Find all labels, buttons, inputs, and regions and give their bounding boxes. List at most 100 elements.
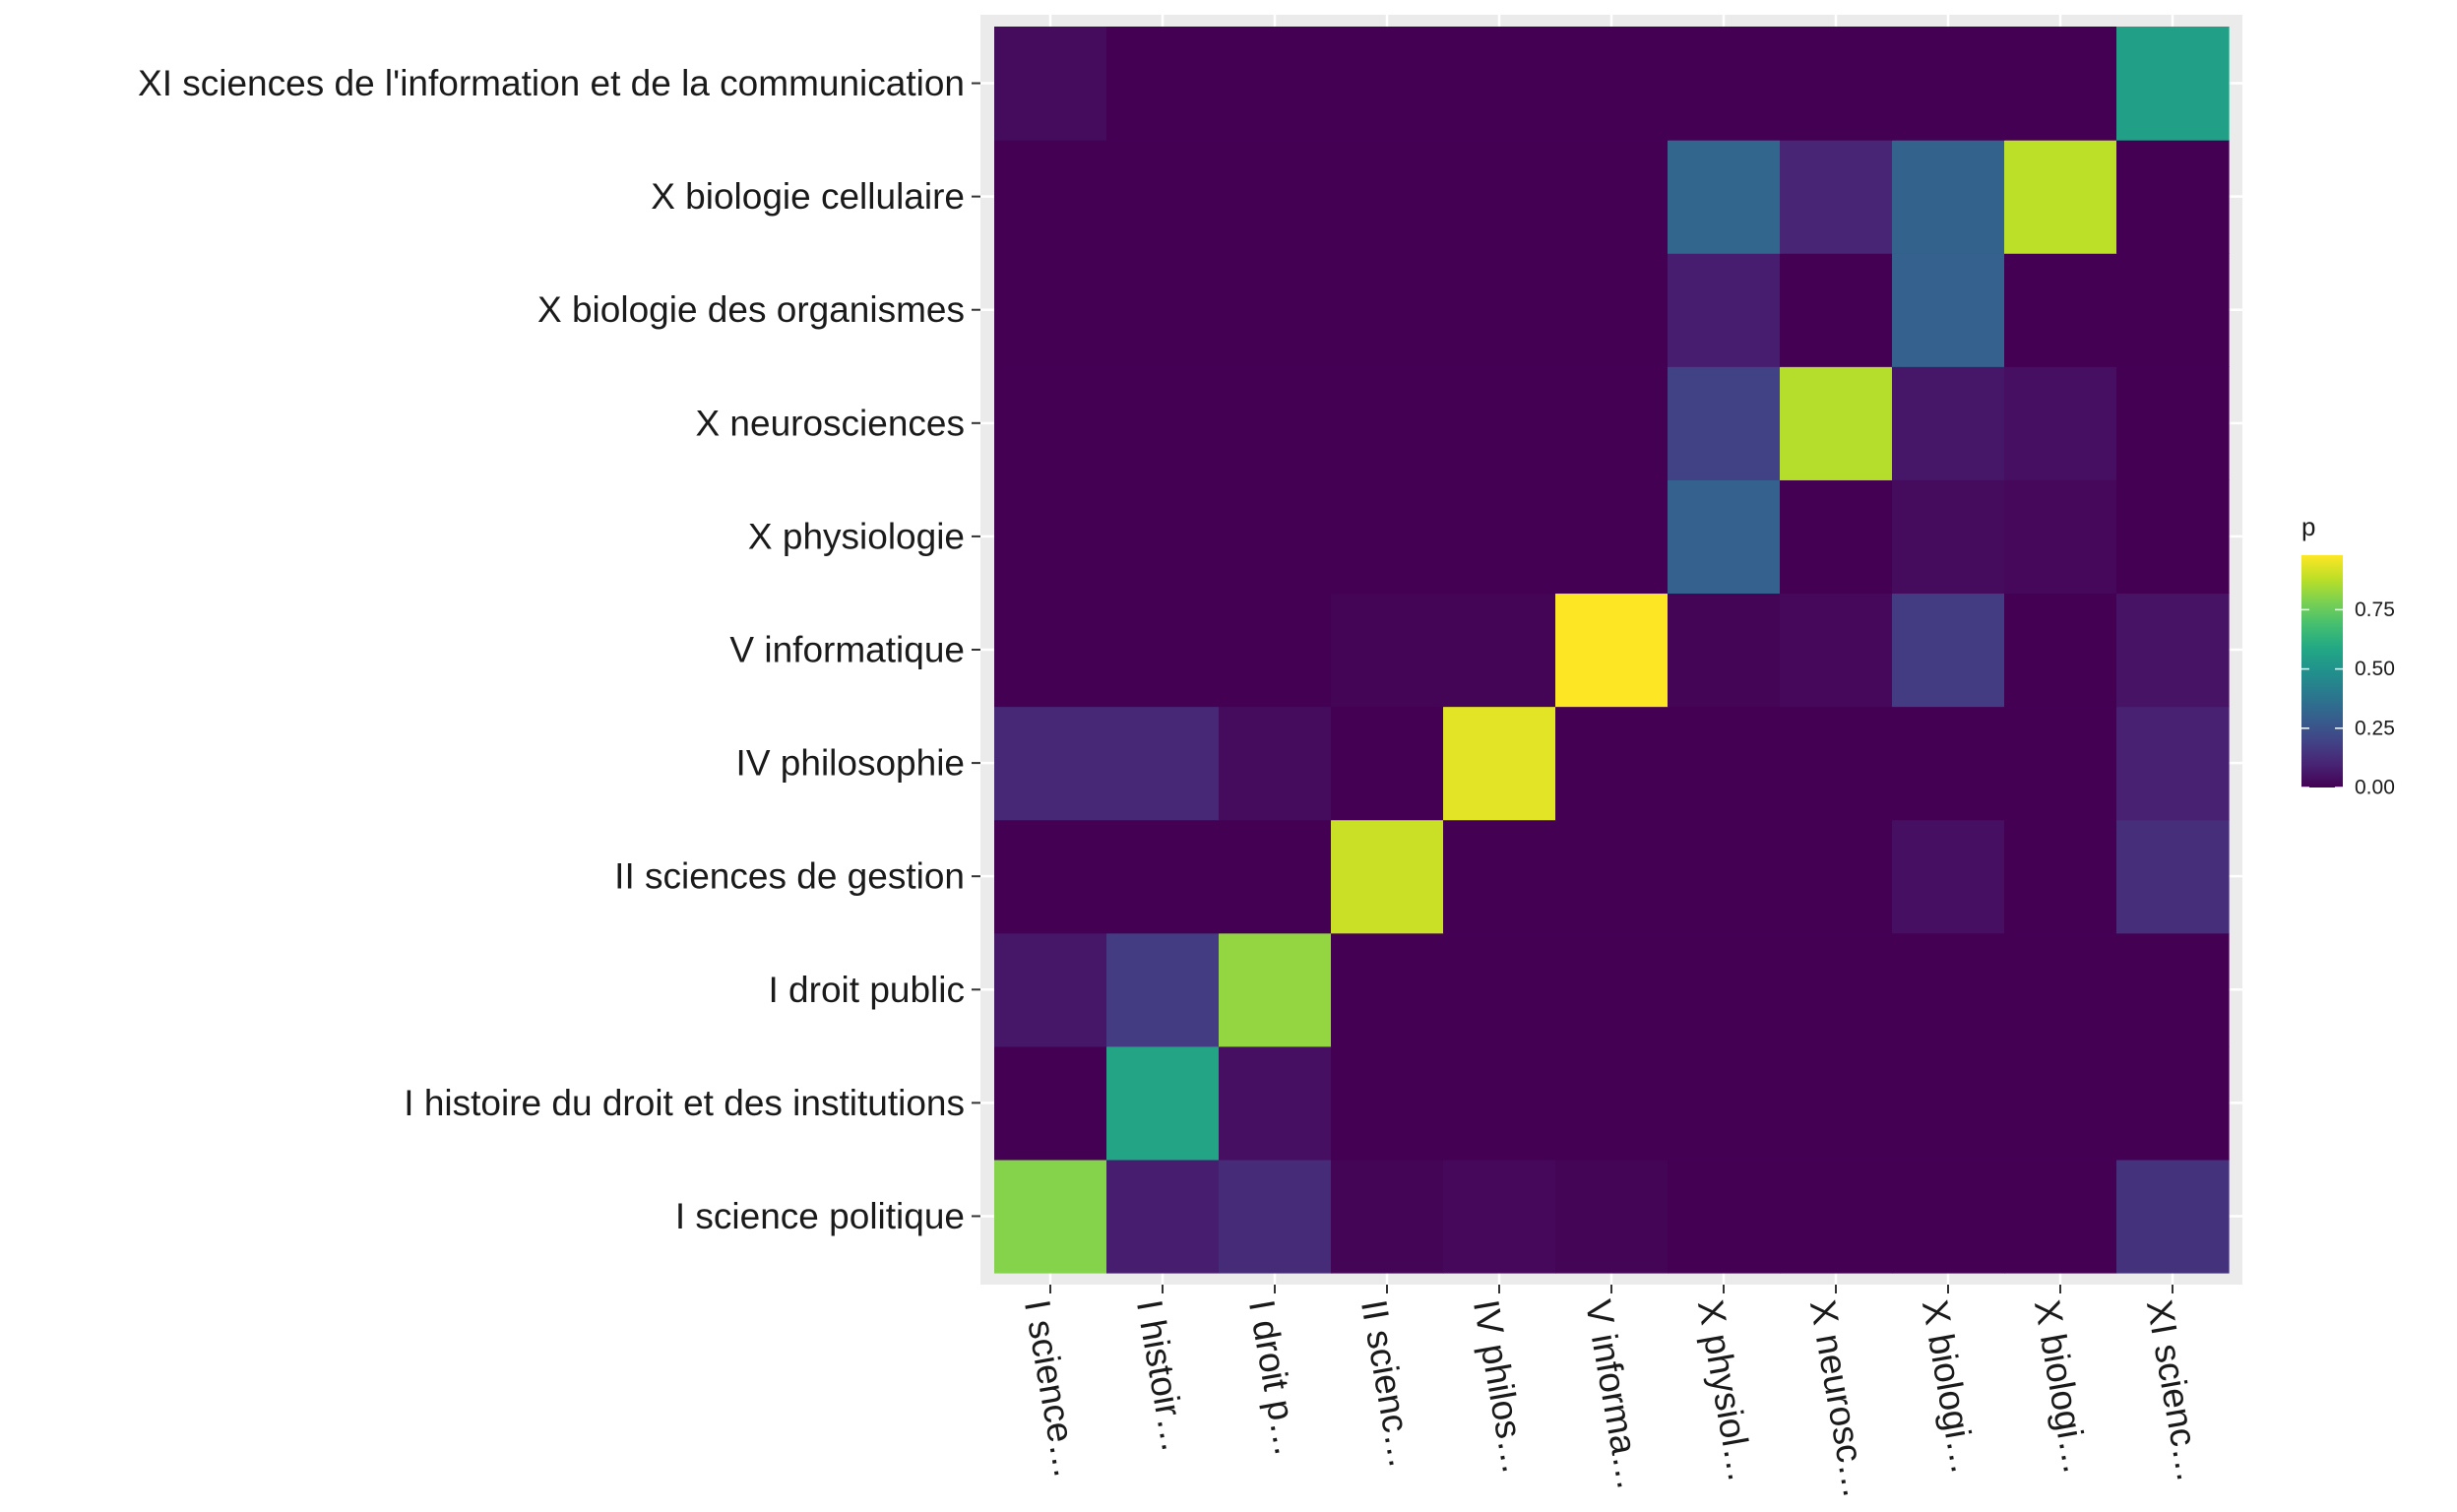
heatmap-cell [994,27,1107,141]
heatmap-cell [1331,479,1444,595]
y-tick-label: I histoire du droit et des institutions [404,1083,965,1123]
heatmap-cell [1780,819,1893,934]
heatmap-cell [1892,706,2005,821]
heatmap-cell [1780,366,1893,480]
heatmap-cell [1443,366,1556,480]
heatmap-cell [1892,819,2005,934]
heatmap-cell [1331,27,1444,141]
heatmap-cell [1780,932,1893,1047]
heatmap-cell [2116,366,2230,480]
heatmap-cell [1219,27,1332,141]
heatmap-cell [1331,593,1444,708]
heatmap-cell [2116,932,2230,1047]
heatmap-cell [1892,140,2005,254]
heatmap-cell [1892,593,2005,708]
heatmap-cell [1668,706,1781,821]
heatmap-cell [1555,27,1669,141]
heatmap-cell [2116,253,2230,367]
heatmap-cell [2004,253,2117,367]
heatmap-cell [1443,932,1556,1047]
legend-colorbar [2301,555,2343,788]
heatmap-cell [2004,479,2117,595]
heatmap-cell [994,706,1107,821]
heatmap-cell [1668,593,1781,708]
heatmap-cell [1219,819,1332,934]
color-legend: p 0.00 0.25 0.50 0.75 [2301,512,2395,799]
heatmap-cell [1219,593,1332,708]
y-tick-label: X biologie cellulaire [651,176,965,217]
heatmap-cell [1555,479,1669,595]
heatmap-cell [2116,1159,2230,1274]
heatmap-cell [1331,366,1444,480]
y-tick-label: X neurosciences [695,403,965,443]
heatmap-cell [1668,819,1781,934]
heatmap-cell [1443,140,1556,254]
heatmap-cell [1106,819,1220,934]
heatmap-cell [2116,27,2230,141]
heatmap-cell [1555,932,1669,1047]
heatmap-cell [1668,1159,1781,1274]
y-tick-label: X physiologie [748,516,965,556]
heatmap-cell [1780,479,1893,595]
heatmap-cell [1668,140,1781,254]
y-tick-label: I science politique [675,1196,965,1236]
heatmap-cell [994,1159,1107,1274]
heatmap-cell [1331,932,1444,1047]
heatmap-cell [1668,932,1781,1047]
heatmap-cell [2116,140,2230,254]
heatmap-cell [2004,1045,2117,1161]
heatmap-cell [1668,253,1781,367]
heatmap-cell [1331,140,1444,254]
heatmap-cell [1219,1159,1332,1274]
heatmap-cell [1443,706,1556,821]
heatmap-cell [1443,1159,1556,1274]
heatmap-cell [994,1045,1107,1161]
heatmap-cell [1892,1045,2005,1161]
heatmap-cell [2004,27,2117,141]
heatmap-cell [1668,479,1781,595]
heatmap-cell [2004,1159,2117,1274]
heatmap-cell [1106,27,1220,141]
heatmap-cell [1331,819,1444,934]
y-tick-label: X biologie des organismes [537,289,965,330]
heatmap-cell [1106,366,1220,480]
heatmap-cell [1555,819,1669,934]
heatmap-cell [2116,706,2230,821]
heatmap-cell [1106,140,1220,254]
heatmap-cell [1106,932,1220,1047]
heatmap-cell [994,593,1107,708]
heatmap-cell [2116,593,2230,708]
y-tick-label: II sciences de gestion [614,856,965,897]
heatmap-cell [1331,706,1444,821]
heatmap-cell [2004,366,2117,480]
heatmap-cell [1668,366,1781,480]
heatmap-cell [1780,593,1893,708]
heatmap-cell [1892,366,2005,480]
heatmap-cell [1219,1045,1332,1161]
y-tick-label: I droit public [769,970,966,1010]
heatmap-cell [1219,253,1332,367]
heatmap-cell [1219,140,1332,254]
y-tick-label: V informatique [729,630,965,670]
legend-title: p [2301,512,2315,541]
heatmap-cell [1443,27,1556,141]
heatmap-cell [1892,479,2005,595]
heatmap-cell [1780,1159,1893,1274]
heatmap-cell [1331,1045,1444,1161]
heatmap-cell [1443,479,1556,595]
heatmap-cell [1219,932,1332,1047]
heatmap-cells [994,27,2230,1274]
heatmap-cell [1780,706,1893,821]
legend-tick-label: 0.50 [2355,658,2395,680]
heatmap-cell [1555,253,1669,367]
heatmap-cell [1555,706,1669,821]
heatmap-cell [2004,932,2117,1047]
heatmap-cell [1106,479,1220,595]
heatmap-cell [1443,819,1556,934]
heatmap-cell [2116,819,2230,934]
heatmap-cell [1331,1159,1444,1274]
heatmap-cell [994,253,1107,367]
legend-tick-label: 0.00 [2355,777,2395,799]
heatmap-cell [1443,1045,1556,1161]
